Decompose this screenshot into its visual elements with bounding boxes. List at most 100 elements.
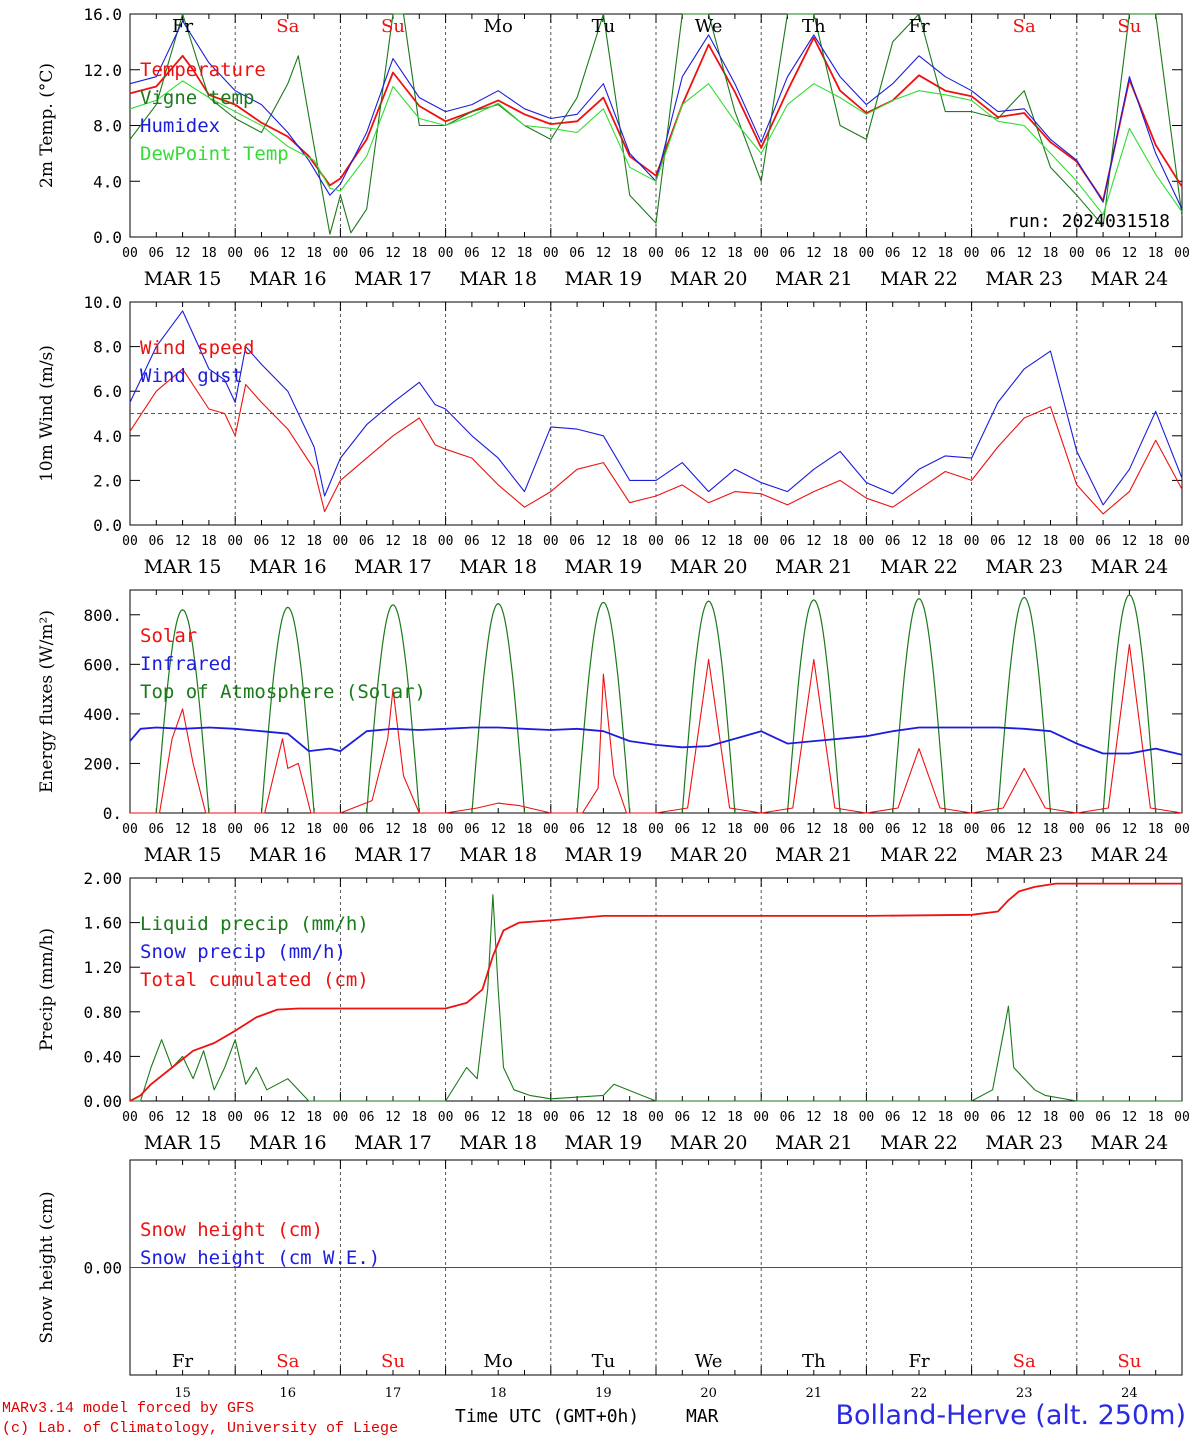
hour-tick-label: 00: [859, 246, 875, 261]
date-label: MAR 16: [249, 844, 327, 866]
hour-tick-label: 18: [1148, 822, 1164, 837]
day-name-label: Fr: [908, 1351, 929, 1372]
date-label: MAR 18: [459, 556, 537, 578]
date-label: MAR 18: [459, 268, 537, 290]
hour-tick-label: 12: [280, 1110, 296, 1125]
hour-tick-label: 12: [806, 246, 822, 261]
legend-entry: Vigne temp: [140, 87, 254, 109]
hour-tick-label: 06: [780, 1110, 796, 1125]
day-name-label: Su: [1117, 1351, 1141, 1372]
hour-tick-label: 18: [517, 534, 533, 549]
hour-tick-label: 00: [1174, 246, 1190, 261]
series-line-toa-solar: [786, 599, 841, 814]
y-tick-label: 2.00: [83, 869, 122, 888]
y-axis-label: 10m Wind (m/s): [37, 345, 57, 482]
hour-tick-label: 00: [964, 1110, 980, 1125]
series-line-wind-speed: [129, 368, 1183, 515]
day-name-label: Sa: [1013, 1351, 1036, 1372]
hour-tick-label: 06: [1095, 1110, 1111, 1125]
hour-tick-label: 00: [753, 534, 769, 549]
hour-tick-label: 12: [175, 534, 191, 549]
hour-tick-label: 12: [806, 1110, 822, 1125]
y-tick-label: 400.: [83, 705, 122, 724]
hour-tick-label: 12: [490, 246, 506, 261]
hour-tick-label: 18: [622, 534, 638, 549]
hour-tick-label: 18: [1148, 534, 1164, 549]
hour-tick-label: 18: [1043, 246, 1059, 261]
hour-tick-label: 00: [227, 246, 243, 261]
hour-tick-label: 18: [306, 822, 322, 837]
hour-tick-label: 12: [490, 822, 506, 837]
hour-tick-label: 12: [385, 822, 401, 837]
date-label: MAR 17: [354, 556, 432, 578]
hour-tick-label: 12: [911, 246, 927, 261]
day-number-label: 16: [280, 1386, 297, 1401]
hour-tick-label: 12: [175, 246, 191, 261]
day-number-label: 15: [174, 1386, 191, 1401]
hour-tick-label: 06: [1095, 822, 1111, 837]
hour-tick-label: 06: [254, 246, 270, 261]
hour-tick-label: 00: [1174, 1110, 1190, 1125]
day-name-label: Su: [1117, 16, 1141, 37]
date-label: MAR 22: [880, 556, 958, 578]
hour-tick-label: 00: [122, 822, 138, 837]
hour-tick-label: 18: [937, 246, 953, 261]
legend-entry: Infrared: [140, 653, 232, 675]
hour-tick-label: 00: [1069, 246, 1085, 261]
hour-tick-label: 00: [227, 822, 243, 837]
series-line-toa-solar: [260, 606, 315, 814]
date-label: MAR 24: [1091, 1132, 1169, 1154]
date-label: MAR 18: [459, 1132, 537, 1154]
hour-tick-label: 18: [517, 822, 533, 837]
series-line-toa-solar: [681, 600, 736, 814]
hour-tick-label: 12: [175, 822, 191, 837]
day-name-label: Fr: [172, 16, 193, 37]
hour-tick-label: 06: [780, 822, 796, 837]
hour-tick-label: 06: [569, 534, 585, 549]
hour-tick-label: 00: [1069, 822, 1085, 837]
y-tick-label: 0.40: [83, 1047, 122, 1066]
hour-tick-label: 00: [1174, 534, 1190, 549]
hour-tick-label: 06: [464, 1110, 480, 1125]
y-tick-label: 0.80: [83, 1003, 122, 1022]
date-label: MAR 15: [144, 1132, 222, 1154]
series-line-liquid-precip-mm-h-: [130, 894, 1182, 1102]
y-axis-label: 2m Temp. (°C): [37, 63, 57, 188]
hour-tick-label: 18: [832, 246, 848, 261]
y-tick-label: 8.0: [93, 338, 122, 357]
date-label: MAR 20: [670, 1132, 748, 1154]
hour-tick-label: 12: [1016, 822, 1032, 837]
hour-tick-label: 06: [885, 534, 901, 549]
hour-tick-label: 06: [569, 246, 585, 261]
date-label: MAR 15: [144, 844, 222, 866]
hour-tick-label: 18: [201, 246, 217, 261]
series-line-vigne-temp: [129, 13, 1183, 235]
hour-tick-label: 00: [122, 534, 138, 549]
hour-tick-label: 12: [596, 822, 612, 837]
hour-tick-label: 00: [1069, 1110, 1085, 1125]
date-label: MAR 23: [985, 268, 1063, 290]
hour-tick-label: 12: [701, 534, 717, 549]
legend-entry: Snow height (cm W.E.): [140, 1247, 380, 1269]
hour-tick-label: 06: [148, 246, 164, 261]
hour-tick-label: 18: [832, 822, 848, 837]
date-label: MAR 22: [880, 268, 958, 290]
legend-entry: Wind speed: [140, 337, 254, 359]
hour-tick-label: 18: [1043, 822, 1059, 837]
hour-tick-label: 12: [1122, 534, 1138, 549]
hour-tick-label: 06: [464, 822, 480, 837]
date-label: MAR 16: [249, 1132, 327, 1154]
hour-tick-label: 06: [464, 246, 480, 261]
y-tick-label: 0.00: [83, 1259, 122, 1278]
hour-tick-label: 06: [148, 1110, 164, 1125]
date-label: MAR 21: [775, 844, 853, 866]
y-axis-label: Energy fluxes (W/m²): [37, 610, 57, 793]
hour-tick-label: 06: [1095, 246, 1111, 261]
date-label: MAR 15: [144, 268, 222, 290]
day-name-label: Sa: [1013, 16, 1036, 37]
hour-tick-label: 00: [543, 1110, 559, 1125]
y-tick-label: 16.0: [83, 5, 122, 24]
hour-tick-label: 00: [964, 822, 980, 837]
legend-entry: Snow precip (mm/h): [140, 941, 346, 963]
hour-tick-label: 00: [438, 822, 454, 837]
